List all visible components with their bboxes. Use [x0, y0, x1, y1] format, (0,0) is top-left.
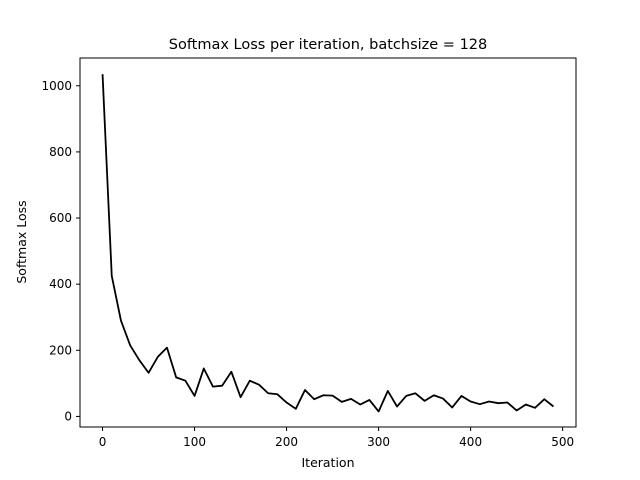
- plot-frame: [79, 57, 577, 428]
- y-tick-label: 0: [64, 409, 72, 423]
- x-tick-label: 0: [99, 435, 107, 449]
- y-tick-label: 800: [49, 145, 72, 159]
- x-axis-label: Iteration: [301, 455, 354, 470]
- x-tick-label: 100: [183, 435, 206, 449]
- y-tick-label: 600: [49, 211, 72, 225]
- y-tick-label: 400: [49, 277, 72, 291]
- y-axis-label: Softmax Loss: [14, 200, 29, 283]
- x-tick-label: 400: [459, 435, 482, 449]
- chart-title: Softmax Loss per iteration, batchsize = …: [169, 37, 488, 53]
- x-tick-label: 500: [551, 435, 574, 449]
- x-tick-label: 300: [367, 435, 390, 449]
- axis-ticks: 0 100 200 300 400 500 0 200 400 600 800 1000: [41, 79, 574, 449]
- x-tick-label: 200: [275, 435, 298, 449]
- series-line: [101, 74, 555, 413]
- y-tick-label: 200: [49, 343, 72, 357]
- y-tick-label: 1000: [41, 79, 72, 93]
